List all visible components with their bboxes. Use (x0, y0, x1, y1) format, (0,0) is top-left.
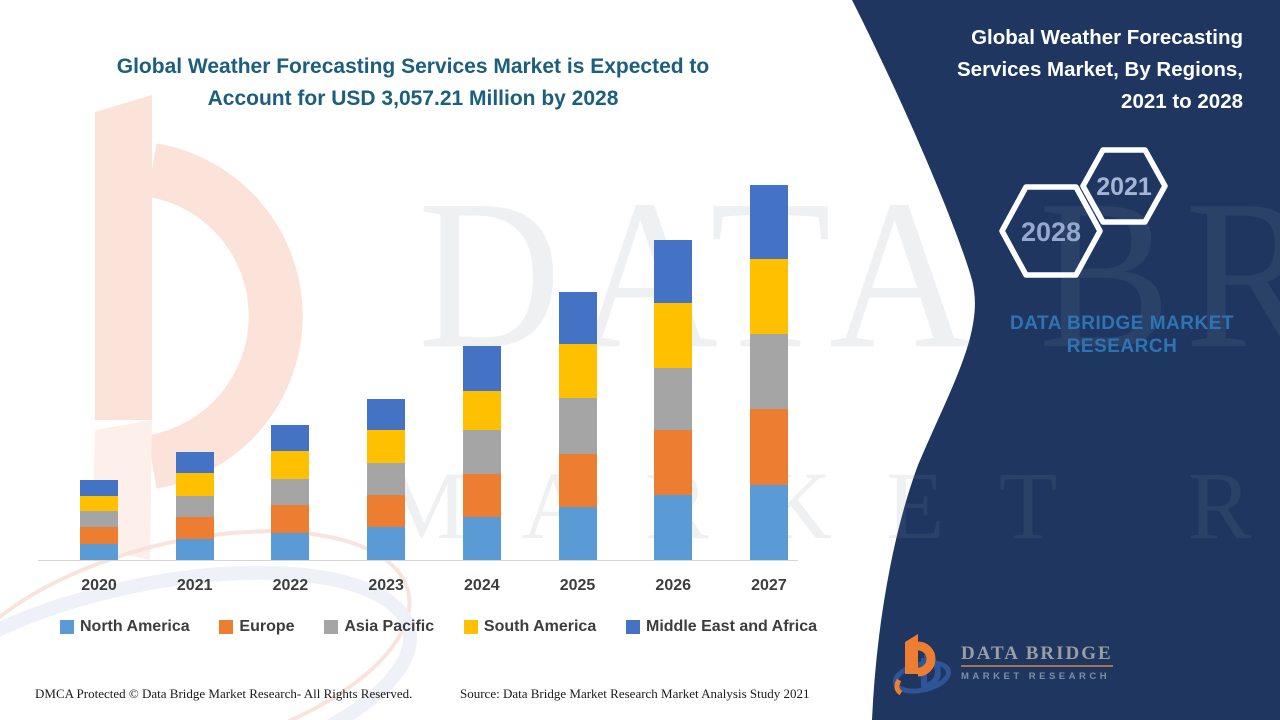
panel-brand-text: DATA BRIDGE MARKET RESEARCH (992, 312, 1252, 358)
bar-segment-2026-south-america (654, 303, 693, 368)
side-panel-path (852, 0, 1280, 720)
legend-swatch-icon (463, 620, 478, 634)
year-hexagons: 2028 2021 (999, 147, 1168, 278)
logo-b-stem (905, 634, 918, 674)
bar-segment-2023-south-america (367, 430, 406, 463)
bar-segment-2024-europe (462, 474, 501, 517)
bar-segment-2021-asia-pacific (175, 496, 214, 517)
bar-segment-2022-europe (271, 505, 310, 533)
bar-segment-2023-asia-pacific (367, 463, 406, 495)
legend-label: South America (483, 618, 597, 635)
bar-segment-2025-south-america (558, 344, 597, 398)
logo-name: DATA BRIDGE (961, 644, 1113, 667)
panel-title: Global Weather Forecasting Services Mark… (908, 22, 1243, 118)
x-axis-label-2026: 2026 (655, 577, 692, 594)
logo-subtitle: MARKET RESEARCH (961, 671, 1111, 682)
bar-segment-2026-north-america (654, 495, 693, 560)
legend-label: Middle East and Africa (646, 618, 817, 635)
bar-2024 (462, 346, 501, 560)
x-axis-label-2027: 2027 (751, 577, 787, 594)
x-axis-label-2024: 2024 (464, 577, 500, 594)
bar-segment-2024-asia-pacific (462, 430, 501, 474)
chart-title-line2: Account for USD 3,057.21 Million by 2028 (207, 87, 619, 110)
logo-b-bowl (917, 641, 936, 677)
bar-segment-2023-middle-east-and-africa (367, 399, 406, 430)
hexagon-2021-label: 2021 (1096, 173, 1152, 201)
bar-2027 (749, 185, 788, 560)
bar-segment-2027-north-america (749, 485, 788, 560)
x-axis-line (38, 560, 798, 561)
company-logo-icon (893, 634, 951, 696)
bar-segment-2027-asia-pacific (749, 334, 788, 409)
logo-comma (894, 678, 903, 696)
x-axis-label-2025: 2025 (559, 577, 596, 594)
panel-brand-line2: RESEARCH (1066, 336, 1178, 357)
bar-segment-2025-middle-east-and-africa (558, 292, 597, 344)
footer-source: Source: Data Bridge Market Research Mark… (460, 686, 810, 701)
bar-segment-2027-europe (749, 409, 788, 485)
chart-title-line1: Global Weather Forecasting Services Mark… (116, 55, 710, 78)
hexagon-2028-label: 2028 (1021, 217, 1081, 247)
panel-title-line1: Global Weather Forecasting (971, 26, 1243, 49)
hexagon-2021 (1080, 147, 1168, 225)
chart-title: Global Weather Forecasting Services Mark… (63, 51, 763, 115)
bar-segment-2027-middle-east-and-africa (749, 185, 788, 259)
bar-segment-2025-europe (558, 454, 597, 507)
legend-swatch-icon (626, 620, 640, 634)
hexagon-2028 (999, 184, 1103, 278)
company-logo: DATA BRIDGE MARKET RESEARCH (891, 630, 1113, 698)
bar-segment-2026-middle-east-and-africa (654, 240, 693, 303)
bar-2025 (558, 292, 597, 560)
bar-segment-2023-europe (367, 495, 406, 527)
bar-segment-2025-north-america (558, 507, 597, 560)
logo-text: DATA BRIDGE MARKET RESEARCH (961, 644, 1113, 682)
legend-item-middle-east-and-africa: Middle East and Africa (626, 618, 817, 636)
legend-item-south-america: South America (463, 618, 597, 636)
bar-segment-2027-south-america (749, 259, 788, 334)
bar-segment-2024-middle-east-and-africa (462, 346, 501, 391)
panel-title-line3: 2021 to 2028 (1121, 90, 1243, 113)
bar-segment-2024-south-america (462, 391, 501, 430)
panel-title-line2: Services Market, By Regions, (957, 58, 1243, 81)
bar-segment-2025-asia-pacific (558, 398, 597, 454)
bar-segment-2026-asia-pacific (654, 368, 693, 430)
panel-brand-line1: DATA BRIDGE MARKET (1010, 313, 1234, 334)
bar-segment-2026-europe (654, 430, 693, 495)
bar-segment-2024-north-america (462, 517, 501, 560)
bar-2026 (654, 240, 693, 560)
